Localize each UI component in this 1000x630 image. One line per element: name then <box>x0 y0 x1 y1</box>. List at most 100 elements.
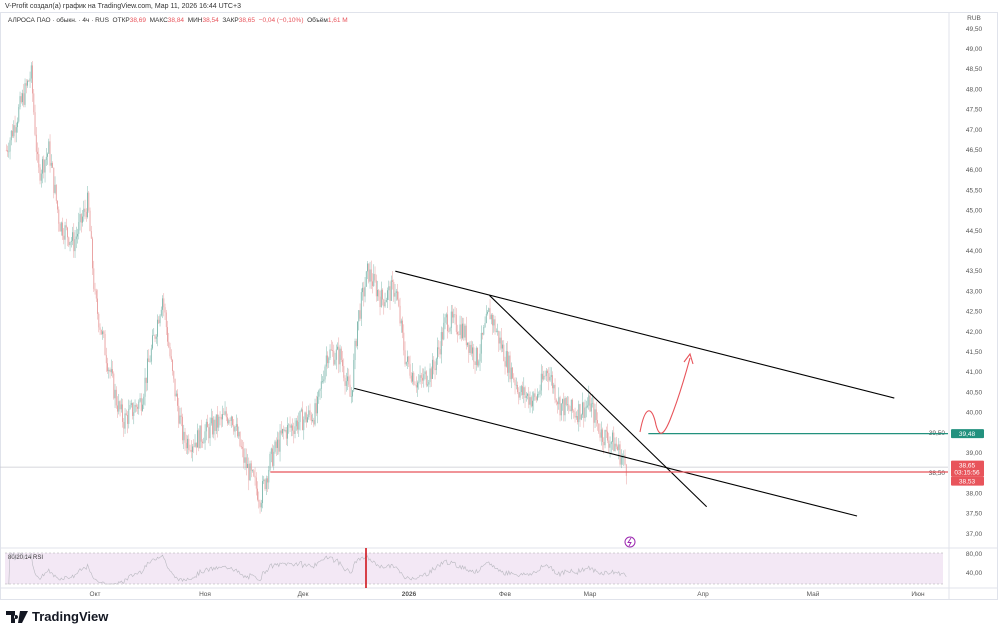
candle <box>173 371 175 379</box>
candle <box>574 412 576 418</box>
symbol-name[interactable]: АЛРОСА ПАО · обыкн. · 4ч · RUS <box>8 17 109 24</box>
candle <box>402 320 403 333</box>
price-tick-label: 40,50 <box>966 389 983 396</box>
candle <box>445 314 447 318</box>
candle <box>557 402 558 405</box>
candle <box>167 327 168 342</box>
candle <box>324 366 326 380</box>
candle <box>533 393 535 401</box>
candle <box>79 214 81 223</box>
candle <box>610 441 612 444</box>
candle <box>525 395 527 398</box>
candle <box>305 412 307 423</box>
candle <box>85 211 87 218</box>
volume-value: 1,61 M <box>327 17 348 24</box>
candle <box>387 290 388 300</box>
candle <box>47 153 48 157</box>
candle <box>213 419 215 435</box>
candle <box>467 342 468 346</box>
candle <box>228 420 230 424</box>
candle <box>38 154 40 168</box>
candle <box>392 280 393 282</box>
candle <box>562 399 563 404</box>
candle <box>63 235 65 240</box>
candle <box>37 151 38 155</box>
candle <box>264 479 266 490</box>
candle <box>368 263 370 282</box>
candle <box>105 355 107 364</box>
candle <box>164 307 166 313</box>
candle <box>320 381 322 389</box>
candle <box>524 387 526 398</box>
candle <box>405 361 407 365</box>
candle <box>27 80 28 86</box>
candle <box>580 414 582 420</box>
candle <box>233 425 235 432</box>
candle <box>490 314 492 320</box>
candle <box>498 330 500 344</box>
candle <box>302 409 303 431</box>
candle <box>428 382 430 385</box>
candle <box>247 463 248 469</box>
candle <box>182 416 183 441</box>
candle <box>585 406 587 408</box>
candle <box>329 349 331 359</box>
candle <box>114 389 116 399</box>
candle <box>109 369 111 373</box>
chart-attribution: V-Profit создал(а) график на TradingView… <box>5 3 241 10</box>
tradingview-logo[interactable]: TradingView <box>6 609 108 624</box>
candle <box>497 330 498 332</box>
candle <box>330 349 332 351</box>
candle <box>464 325 466 338</box>
candle <box>102 331 103 335</box>
price-label: 39,48 <box>959 431 976 438</box>
candle <box>40 173 42 181</box>
candle <box>608 440 610 448</box>
candle <box>578 404 580 423</box>
candle <box>303 419 305 431</box>
candle <box>229 420 231 421</box>
candle <box>474 361 476 365</box>
candle <box>327 355 328 364</box>
candle <box>65 225 67 228</box>
candle <box>175 393 177 397</box>
candle <box>614 443 616 452</box>
candle <box>297 420 298 430</box>
candle <box>337 346 338 350</box>
candle <box>550 375 552 377</box>
candle <box>278 439 280 452</box>
candle <box>407 356 408 362</box>
candle <box>319 388 321 391</box>
candle <box>592 402 593 404</box>
candle <box>83 208 85 217</box>
low-value: 38,54 <box>202 17 219 24</box>
candle <box>470 344 472 354</box>
candle <box>323 379 325 382</box>
candle <box>482 332 483 335</box>
close-label: ЗАКР <box>222 17 239 24</box>
candle <box>397 291 398 300</box>
candle <box>5 150 7 151</box>
candle <box>449 327 451 332</box>
candle <box>163 298 165 308</box>
candle <box>455 314 457 332</box>
candle <box>97 298 98 314</box>
candle <box>235 424 237 427</box>
candle <box>452 311 453 318</box>
candle <box>172 359 173 372</box>
candle <box>517 384 518 393</box>
candle <box>582 402 583 415</box>
candle <box>198 430 200 449</box>
candle <box>17 121 18 128</box>
candle <box>202 441 203 444</box>
candle <box>143 396 145 405</box>
candle <box>73 232 75 252</box>
candle <box>92 238 93 269</box>
candle <box>528 393 530 405</box>
candle <box>55 184 57 201</box>
candle <box>559 397 561 416</box>
candle <box>518 392 520 398</box>
price-tick-label: 47,00 <box>966 127 983 134</box>
time-tick-label: Окт <box>90 591 101 598</box>
